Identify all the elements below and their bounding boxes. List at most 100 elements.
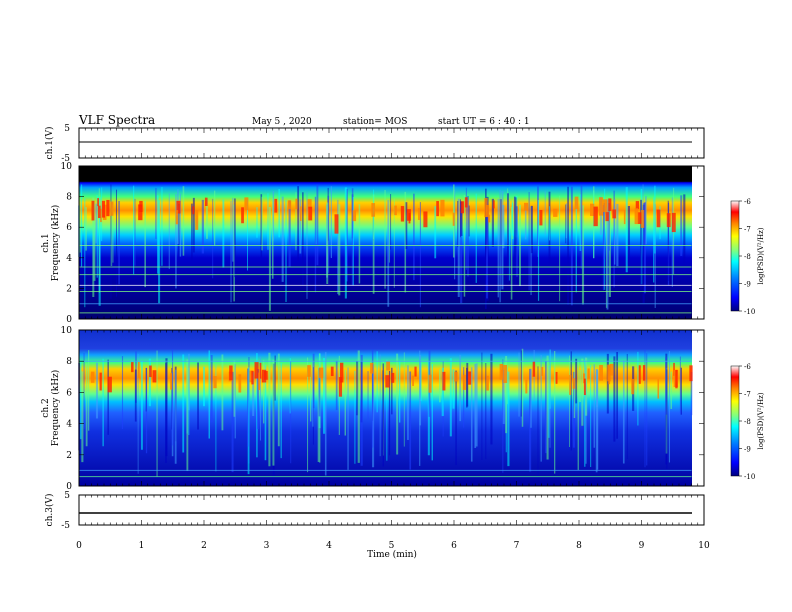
spectrogram-hotspot (607, 364, 611, 382)
spectrogram-hotspot (254, 362, 259, 379)
spectrogram-hotspot (671, 212, 676, 233)
spectrogram-hotspot (352, 210, 357, 222)
time-tick-label: 7 (514, 541, 520, 551)
spectrogram-hotspot (462, 374, 466, 390)
spectrogram-hotspot (100, 208, 102, 223)
station-label: station= MOS (343, 117, 407, 127)
spectrogram-hotspot (656, 209, 661, 228)
colorbar-tick-label: -8 (744, 253, 751, 261)
spectrogram-hotspot (138, 204, 143, 221)
spectrogram-hotspot (340, 362, 344, 383)
spectrogram-hotspot (139, 200, 143, 212)
spectrogram-hotspot (666, 213, 671, 228)
spectrogram-hotspot (295, 198, 298, 210)
colorbar-tick-label: -9 (744, 446, 751, 454)
frequency-tick-label: 6 (66, 388, 72, 398)
spectrogram-hotspot (590, 203, 595, 216)
spectrogram-hotspot (523, 202, 529, 211)
ch2-colorbar-scale (730, 365, 740, 477)
ch1-spectrogram-ylabel: Frequency (kHz) (50, 205, 61, 282)
spectrogram-hotspot (258, 372, 261, 391)
figure-title: VLF Spectra (78, 113, 155, 127)
spectrogram-hotspot (503, 365, 508, 383)
spectrogram-hotspot (213, 376, 217, 389)
time-axis: 0 1 2 3 4 5 6 7 8 9 10 (76, 128, 710, 551)
spectrogram-hotspot (244, 197, 249, 211)
ch1-colorbar-label: log(PSD)(V²/Hz) (757, 227, 765, 284)
spectrogram-hotspot (637, 212, 642, 224)
frequency-tick-label: 6 (66, 223, 72, 233)
spectrogram-hotspot (195, 210, 199, 230)
spectrogram-hotspot (541, 366, 544, 376)
spectrogram-hotspot (101, 200, 105, 218)
spectrogram-hotspot (238, 374, 242, 393)
spectrogram-hotspot (452, 212, 455, 226)
spectrogram-hotspot (468, 371, 472, 385)
spectrogram-hotspot (131, 362, 134, 373)
colorbar-tick-label: -10 (744, 308, 755, 316)
ch1-waveform-ylabel: ch.1(V) (44, 127, 55, 160)
frequency-tick-label: 10 (61, 162, 73, 172)
ch2-spectrogram-panel: ch.2 Frequency (kHz) 0 2 4 6 8 10 (41, 326, 705, 492)
spectrogram-hotspot (338, 377, 343, 397)
spectrogram-hotspot (307, 199, 312, 210)
ch3-waveform-panel: 5 -5 ch.3(V) (44, 491, 705, 531)
colorbar-tick-label: -8 (744, 418, 751, 426)
spectrogram-hotspot (414, 366, 417, 377)
spectrogram-hotspot (249, 370, 253, 383)
frequency-tick-label: 2 (66, 284, 72, 294)
spectrogram-hotspot (251, 370, 254, 385)
spectrogram-hotspot (587, 368, 590, 379)
ch3-ytick-top: 5 (64, 491, 70, 501)
time-tick-label: 4 (326, 541, 332, 551)
spectrogram-hotspot (675, 369, 678, 389)
spectrogram-hotspot (370, 362, 374, 374)
spectrogram-hotspot (385, 375, 390, 388)
spectrogram-hotspot (192, 206, 195, 215)
ch3-ytick-bottom: -5 (61, 521, 70, 531)
spectrogram-hotspot (259, 362, 262, 379)
spectrogram-hotspot (264, 371, 268, 380)
spectrogram-hotspot (488, 214, 491, 223)
spectrogram-hotspot (330, 366, 334, 377)
colorbar-tick-label: -10 (744, 473, 755, 481)
start-ut-label: start UT = 6 : 40 : 1 (438, 117, 530, 127)
time-axis-label: Time (min) (367, 549, 417, 560)
spectrogram-hotspot (464, 197, 468, 208)
ch1-spectrogram-ylabel-top: ch.1 (41, 233, 51, 252)
spectrogram-hotspot (599, 364, 603, 381)
spectrogram-hotspot (553, 208, 558, 217)
spectrogram-hotspot (412, 375, 414, 386)
spectrogram-hotspot (334, 214, 339, 234)
spectrogram-hotspot (204, 197, 208, 207)
date-label: May 5 , 2020 (252, 117, 312, 127)
spectrogram-hotspot (623, 210, 626, 225)
frequency-tick-label: 2 (66, 451, 72, 461)
ch1-colorbar: -6 -7 -8 -9 -10 log(PSD)(V²/Hz) (730, 198, 765, 316)
spectrogram-hotspot (593, 206, 598, 227)
time-tick-label: 9 (639, 541, 645, 551)
spectrogram-hotspot (638, 365, 641, 384)
spectrogram-hotspot (605, 212, 609, 222)
colorbar-tick-label: -6 (744, 363, 751, 371)
spectrogram-hotspot (583, 373, 586, 384)
spectrogram-hotspot (583, 378, 586, 396)
spectrogram-hotspot (689, 365, 693, 382)
spectrogram-hotspot (493, 200, 495, 209)
frequency-tick-label: 10 (61, 326, 73, 336)
spectrogram-hotspot (408, 212, 411, 224)
spectrogram-hotspot (428, 374, 432, 393)
frequency-tick-label: 0 (66, 482, 72, 492)
ch2-spectrogram-image (79, 330, 692, 486)
spectrogram-hotspot (91, 200, 95, 221)
spectrogram-hotspot (229, 365, 233, 381)
colorbar-tick-label: -7 (744, 391, 751, 399)
spectrogram-hotspot (640, 210, 645, 228)
time-tick-label: 1 (139, 541, 145, 551)
spectrogram-hotspot (423, 211, 428, 228)
spectrogram-hotspot (308, 206, 313, 221)
spectrogram-hotspot (634, 208, 639, 225)
ch1-ytick-top: 5 (64, 124, 70, 134)
frequency-tick-label: 0 (66, 315, 72, 325)
spectrogram-hotspot (612, 209, 617, 219)
